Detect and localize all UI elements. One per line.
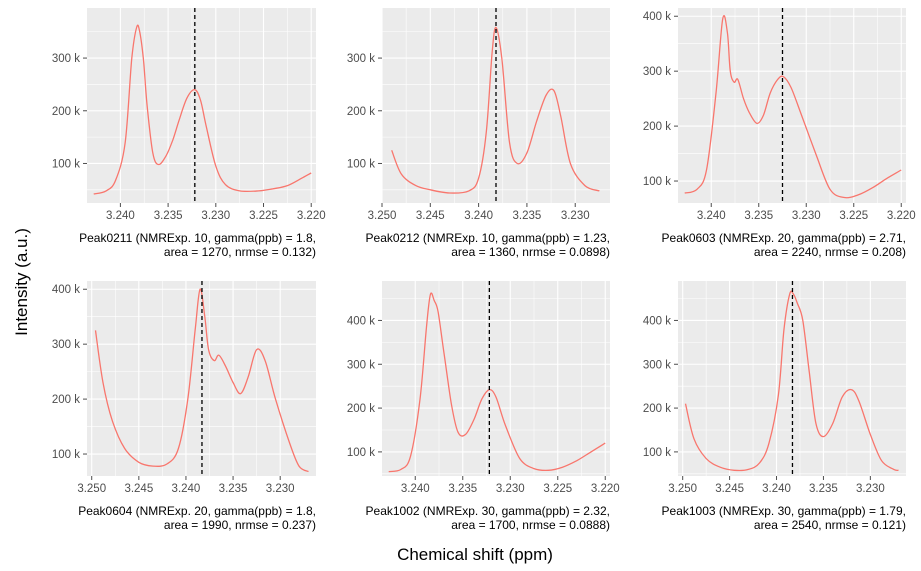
panel-caption-line: area = 2540, nrmse = 0.121) bbox=[754, 518, 906, 532]
x-tick-label: 3.250 bbox=[668, 483, 697, 495]
panels-layer: 3.240 3.235 3.230 3.225 3.220 100 k 200 k 300 k… bbox=[52, 8, 916, 532]
x-tick-label: 3.240 bbox=[172, 483, 201, 495]
panel-caption-line: area = 1990, nrmse = 0.237) bbox=[164, 518, 316, 532]
y-tick-label: 100 k bbox=[52, 158, 80, 170]
x-tick-label: 3.230 bbox=[266, 483, 295, 495]
y-tick-label: 100 k bbox=[347, 158, 375, 170]
spectrum-line bbox=[684, 290, 899, 472]
x-tick-label: 3.240 bbox=[697, 210, 726, 222]
x-tick-label: 3.245 bbox=[416, 210, 445, 222]
y-tick-label: 200 k bbox=[52, 106, 80, 118]
x-tick-label: 3.235 bbox=[219, 483, 248, 495]
y-tick-label: 200 k bbox=[643, 403, 671, 415]
x-tick-label: 3.240 bbox=[401, 483, 430, 495]
y-tick-label: 300 k bbox=[52, 53, 80, 65]
panel-caption-line: Peak0604 (NMRExp. 20, gamma(ppb) = 1.8, bbox=[78, 504, 316, 518]
panel-caption-line: area = 1700, nrmse = 0.0888) bbox=[451, 518, 610, 532]
x-tick-label: 3.235 bbox=[744, 210, 773, 222]
panel-4: 3.250 3.245 3.240 3.235 3.230 100 k 200 k 300 k… bbox=[52, 281, 316, 532]
x-tick-label: 3.235 bbox=[448, 483, 477, 495]
x-tick-label: 3.240 bbox=[464, 210, 493, 222]
panel-caption-line: area = 1360, nrmse = 0.0898) bbox=[451, 245, 610, 259]
y-tick-label: 100 k bbox=[52, 449, 80, 461]
x-tick-label: 3.235 bbox=[513, 210, 542, 222]
x-tick-label: 3.220 bbox=[297, 210, 326, 222]
panel-caption-line: Peak0603 (NMRExp. 20, gamma(ppb) = 2.71, bbox=[662, 231, 906, 245]
panel-5: 3.240 3.235 3.230 3.225 3.220 100 k 200 k 300 k… bbox=[347, 281, 620, 532]
panel-2: 3.250 3.245 3.240 3.235 3.230 100 k 200 k 300 k… bbox=[347, 8, 610, 259]
x-tick-label: 3.235 bbox=[154, 210, 183, 222]
y-axis-title: Intensity (a.u.) bbox=[12, 228, 31, 336]
panel-3: 3.240 3.235 3.230 3.225 3.220 100 k 200 k 300 k… bbox=[643, 8, 916, 259]
panel-caption-line: Peak0212 (NMRExp. 10, gamma(ppb) = 1.23, bbox=[366, 231, 610, 245]
x-tick-label: 3.245 bbox=[715, 483, 744, 495]
x-tick-label: 3.245 bbox=[124, 483, 153, 495]
panel-background bbox=[678, 8, 906, 203]
x-axis-title: Chemical shift (ppm) bbox=[397, 545, 553, 564]
panel-caption-line: area = 1270, nrmse = 0.132) bbox=[164, 245, 316, 259]
panel-caption-line: Peak1002 (NMRExp. 30, gamma(ppb) = 2.32, bbox=[366, 504, 610, 518]
y-tick-label: 300 k bbox=[347, 53, 375, 65]
panel-1: 3.240 3.235 3.230 3.225 3.220 100 k 200 k 300 k… bbox=[52, 8, 326, 259]
x-tick-label: 3.230 bbox=[201, 210, 230, 222]
x-tick-label: 3.230 bbox=[792, 210, 821, 222]
y-tick-label: 100 k bbox=[643, 447, 671, 459]
y-tick-label: 300 k bbox=[52, 339, 80, 351]
x-tick-label: 3.225 bbox=[839, 210, 868, 222]
x-tick-label: 3.225 bbox=[249, 210, 278, 222]
y-tick-label: 200 k bbox=[52, 394, 80, 406]
x-tick-label: 3.240 bbox=[106, 210, 135, 222]
y-tick-label: 200 k bbox=[643, 121, 671, 133]
x-tick-label: 3.220 bbox=[591, 483, 620, 495]
panel-caption-line: Peak0211 (NMRExp. 10, gamma(ppb) = 1.8, bbox=[79, 231, 316, 245]
y-tick-label: 300 k bbox=[643, 66, 671, 78]
x-tick-label: 3.220 bbox=[887, 210, 916, 222]
panel-caption-line: area = 2240, nrmse = 0.208) bbox=[754, 245, 906, 259]
spectrum-line bbox=[94, 288, 309, 473]
x-tick-label: 3.225 bbox=[543, 483, 572, 495]
spectrum-line bbox=[93, 24, 312, 195]
y-tick-label: 400 k bbox=[52, 284, 80, 296]
spectrum-line bbox=[684, 15, 902, 199]
y-tick-label: 300 k bbox=[347, 359, 375, 371]
x-tick-label: 3.230 bbox=[856, 483, 885, 495]
y-tick-label: 300 k bbox=[643, 359, 671, 371]
spectrum-line bbox=[388, 292, 606, 473]
y-tick-label: 400 k bbox=[643, 11, 671, 23]
x-tick-label: 3.250 bbox=[77, 483, 106, 495]
spectrum-line bbox=[391, 26, 600, 194]
x-tick-label: 3.250 bbox=[368, 210, 397, 222]
x-tick-label: 3.240 bbox=[762, 483, 791, 495]
y-tick-label: 100 k bbox=[347, 447, 375, 459]
x-tick-label: 3.235 bbox=[809, 483, 838, 495]
x-tick-label: 3.230 bbox=[496, 483, 525, 495]
y-tick-label: 100 k bbox=[643, 176, 671, 188]
y-tick-label: 200 k bbox=[347, 106, 375, 118]
x-tick-label: 3.230 bbox=[561, 210, 590, 222]
panel-background bbox=[382, 281, 610, 476]
y-tick-label: 400 k bbox=[347, 315, 375, 327]
panel-caption-line: Peak1003 (NMRExp. 30, gamma(ppb) = 1.79, bbox=[662, 504, 906, 518]
panel-6: 3.250 3.245 3.240 3.235 3.230 100 k 200 k 300 k… bbox=[643, 281, 906, 532]
y-tick-label: 400 k bbox=[643, 315, 671, 327]
y-tick-label: 200 k bbox=[347, 403, 375, 415]
